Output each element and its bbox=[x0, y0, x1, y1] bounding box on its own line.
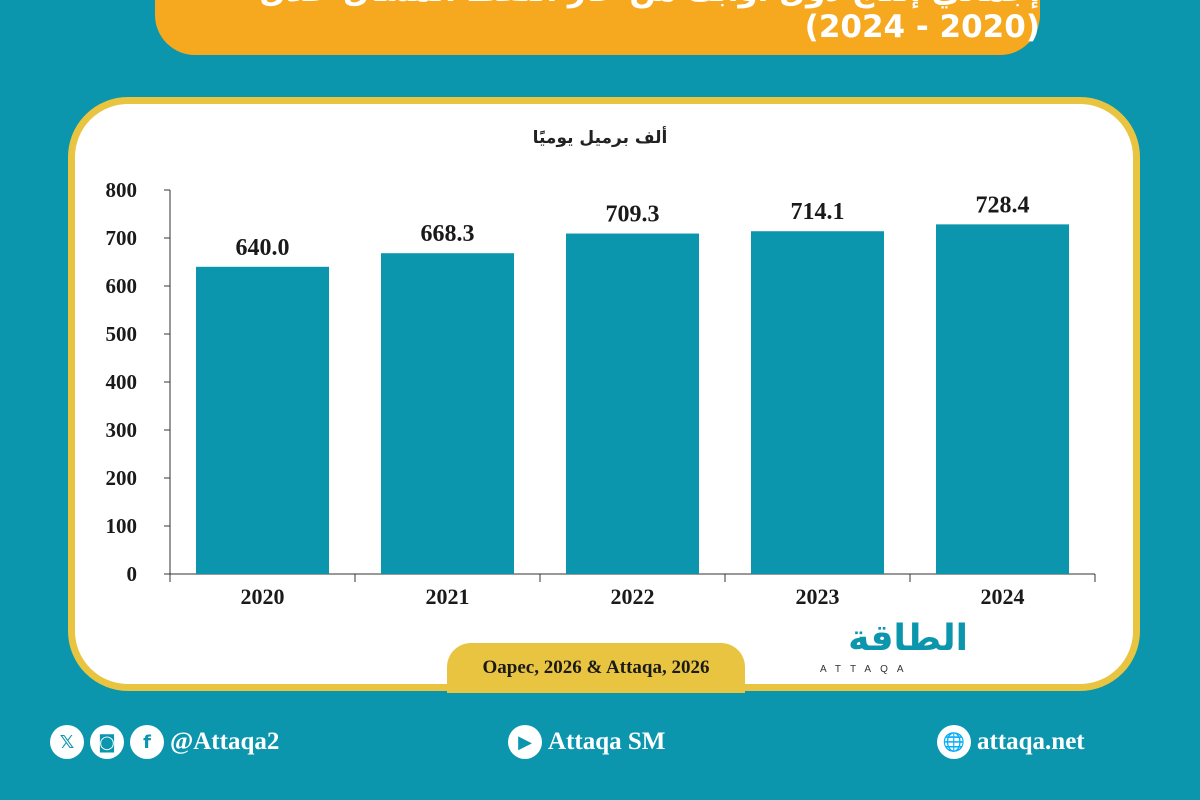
y-tick-label: 700 bbox=[106, 226, 138, 250]
globe-icon: 🌐 bbox=[937, 725, 971, 759]
y-tick-label: 800 bbox=[106, 178, 138, 202]
source-label: Oapec, 2026 & Attaqa, 2026 bbox=[447, 643, 745, 693]
attaqa-logo: الطاقة ATTAQA bbox=[808, 618, 988, 678]
y-tick-label: 0 bbox=[127, 562, 138, 586]
youtube-label: Attaqa SM bbox=[548, 728, 666, 755]
data-label-2020: 640.0 bbox=[236, 235, 290, 261]
y-axis-unit-label: ألف برميل يوميًا bbox=[532, 128, 668, 148]
facebook-icon[interactable]: f bbox=[130, 725, 164, 759]
chart-title: إجمالي إنتاج دول أوابك من غاز النفط المس… bbox=[155, 0, 1040, 55]
y-tick-label: 400 bbox=[106, 370, 138, 394]
bar-2023 bbox=[751, 231, 884, 574]
y-tick-label: 500 bbox=[106, 322, 138, 346]
data-label-2021: 668.3 bbox=[421, 221, 475, 247]
website-label: attaqa.net bbox=[977, 728, 1085, 755]
y-tick-label: 100 bbox=[106, 514, 138, 538]
bar-2020 bbox=[196, 266, 329, 574]
x-tick-label-2021: 2021 bbox=[426, 584, 470, 609]
x-twitter-icon[interactable]: 𝕏 bbox=[50, 725, 84, 759]
social-links: 𝕏 ◙ f @Attaqa2 bbox=[50, 725, 279, 759]
data-label-2024: 728.4 bbox=[976, 192, 1030, 218]
bar-2021 bbox=[381, 253, 514, 574]
bar-2024 bbox=[936, 224, 1069, 575]
x-tick-label-2020: 2020 bbox=[241, 584, 285, 609]
data-label-2023: 714.1 bbox=[791, 199, 845, 225]
y-tick-label: 600 bbox=[106, 274, 138, 298]
youtube-icon: ▶ bbox=[508, 725, 542, 759]
website-link[interactable]: 🌐 attaqa.net bbox=[937, 725, 1085, 759]
data-label-2022: 709.3 bbox=[606, 202, 660, 228]
logo-arabic-text: الطاقة bbox=[848, 618, 968, 659]
x-tick-label-2023: 2023 bbox=[796, 584, 840, 609]
x-tick-label-2024: 2024 bbox=[981, 584, 1025, 609]
y-tick-label: 300 bbox=[106, 418, 138, 442]
logo-latin-text: ATTAQA bbox=[820, 664, 913, 675]
y-tick-label: 200 bbox=[106, 466, 138, 490]
social-handle[interactable]: @Attaqa2 bbox=[170, 728, 280, 755]
bar-2022 bbox=[566, 233, 699, 574]
x-tick-label-2022: 2022 bbox=[611, 584, 655, 609]
instagram-icon[interactable]: ◙ bbox=[90, 725, 124, 759]
youtube-link[interactable]: ▶ Attaqa SM bbox=[508, 725, 665, 759]
